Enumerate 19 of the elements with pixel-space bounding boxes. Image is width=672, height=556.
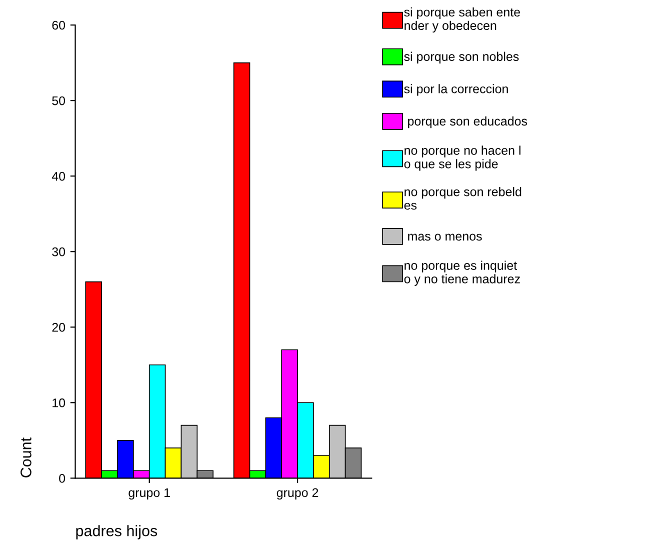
legend-label: mas o menos (408, 234, 482, 241)
legend-label: no porque son rebeld es (404, 187, 522, 210)
y-tick-label: 20 (52, 322, 66, 332)
y-axis-title: Count (20, 438, 32, 478)
legend-label: si porque saben ente nder y obedecen (404, 7, 520, 32)
legend-label: no porque no hacen l o que se les pide (404, 146, 520, 171)
x-tick-label: grupo 2 (276, 488, 318, 500)
legend-label: no porque es inquiet o y no tiene madurez (404, 260, 520, 286)
x-axis-title: padres hijos (76, 525, 158, 540)
legend-label: porque son educados (408, 116, 528, 128)
y-tick-label: 0 (59, 474, 66, 483)
y-tick-label: 40 (52, 172, 66, 181)
y-tick-label: 60 (52, 20, 66, 30)
legend-label: si porque son nobles (404, 52, 519, 64)
y-tick-label: 50 (52, 96, 66, 106)
y-tick-label: 30 (52, 247, 66, 256)
x-tick-label: grupo 1 (128, 488, 170, 500)
legend-label: si por la correccion (404, 84, 508, 96)
y-tick-label: 10 (52, 398, 66, 408)
